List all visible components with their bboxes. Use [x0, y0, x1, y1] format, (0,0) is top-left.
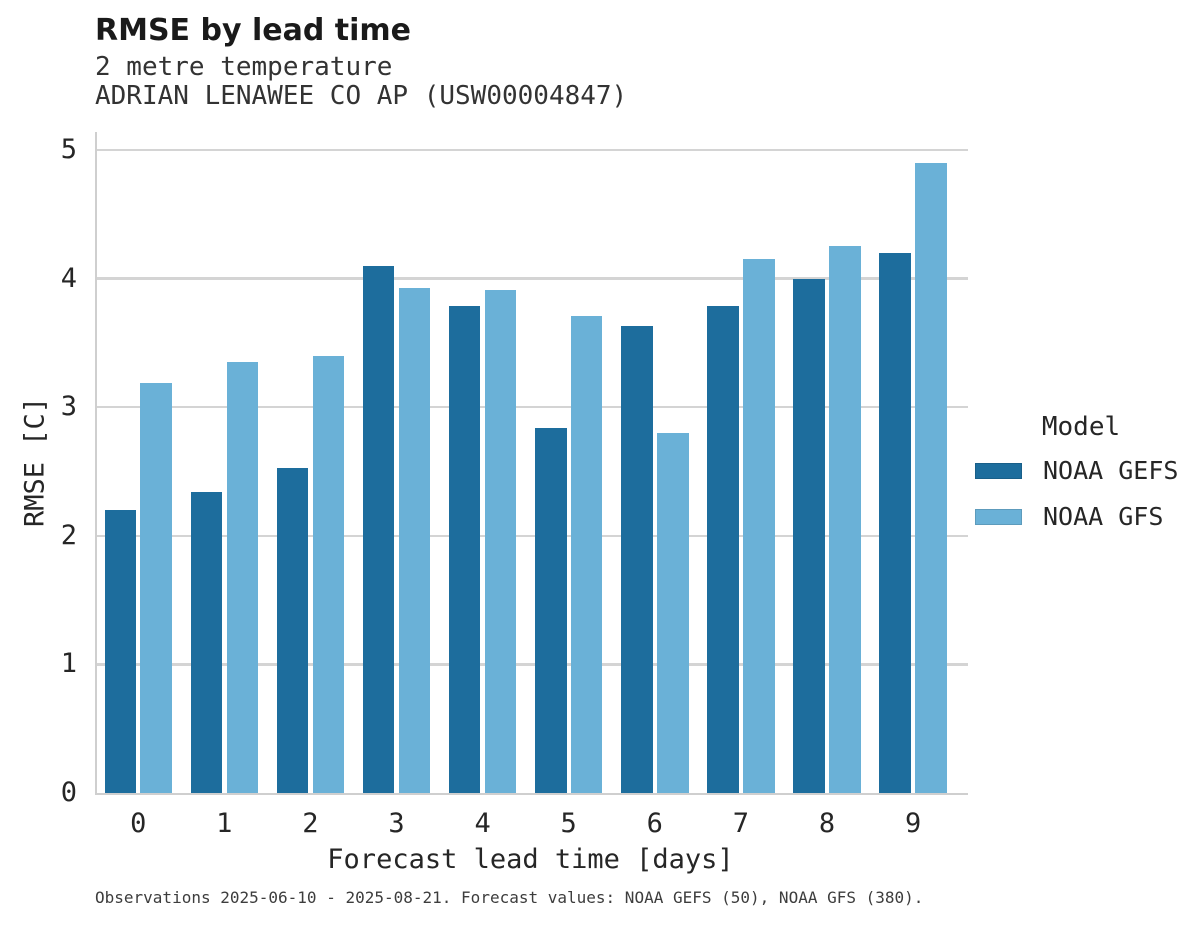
bar-noaa-gfs-lead-4 — [484, 290, 517, 793]
gridline-y-4 — [97, 277, 968, 280]
bar-noaa-gefs-lead-5 — [535, 427, 567, 793]
x-tick-label-1: 1 — [216, 808, 233, 839]
gridline-y-1 — [97, 663, 968, 666]
legend-entry-noaa-gfs: NOAA GFS — [975, 502, 1187, 531]
x-tick-label-0: 0 — [130, 808, 147, 839]
bar-noaa-gfs-lead-3 — [398, 287, 431, 793]
bar-noaa-gefs-lead-8 — [793, 278, 825, 793]
bar-noaa-gefs-lead-7 — [707, 305, 739, 793]
legend-entry-label: NOAA GEFS — [1043, 456, 1179, 485]
bar-noaa-gefs-lead-4 — [448, 305, 481, 793]
bar-noaa-gfs-lead-5 — [570, 315, 603, 793]
bar-noaa-gfs-lead-0 — [140, 382, 172, 793]
y-tick-label-3: 3 — [60, 391, 77, 423]
x-tick-label-4: 4 — [474, 808, 491, 839]
y-tick-label-5: 5 — [60, 134, 77, 165]
x-tick-label-2: 2 — [302, 808, 319, 839]
bar-noaa-gefs-lead-9 — [879, 252, 911, 793]
bar-noaa-gfs-lead-9 — [915, 162, 947, 793]
legend-swatch-icon — [975, 462, 1022, 479]
bar-noaa-gfs-lead-7 — [743, 259, 775, 793]
bar-noaa-gfs-lead-1 — [226, 362, 258, 793]
bar-noaa-gfs-lead-6 — [657, 432, 689, 793]
x-tick-label-7: 7 — [732, 808, 750, 839]
gridline-y-5 — [97, 148, 968, 152]
gridline-y-2 — [97, 534, 968, 537]
chart-header: RMSE by lead time 2 metre temperature AD… — [95, 14, 627, 111]
x-tick-label-3: 3 — [388, 808, 405, 839]
x-tick-label-5: 5 — [560, 808, 577, 839]
legend-entries: NOAA GEFS NOAA GFS — [975, 456, 1187, 531]
y-tick-label-4: 4 — [60, 262, 77, 294]
bar-noaa-gfs-lead-2 — [312, 355, 345, 793]
footnote: Observations 2025-06-10 - 2025-08-21. Fo… — [95, 888, 924, 907]
bar-noaa-gfs-lead-8 — [829, 246, 861, 793]
x-axis-label: Forecast lead time [days] — [327, 844, 734, 875]
gridline-y-3 — [97, 405, 968, 409]
chart-subtitle: 2 metre temperature — [95, 52, 393, 82]
y-tick-label-0: 0 — [60, 777, 77, 808]
legend-entry-label: NOAA GFS — [1043, 502, 1164, 531]
y-tick-label-2: 2 — [60, 519, 77, 551]
bar-noaa-gefs-lead-6 — [621, 326, 653, 793]
chart-station: ADRIAN LENAWEE CO AP (USW00004847) — [95, 81, 628, 111]
chart-title: RMSE by lead time — [95, 13, 411, 48]
x-tick-label-9: 9 — [904, 808, 922, 839]
y-tick-label-1: 1 — [60, 648, 77, 680]
bar-noaa-gefs-lead-0 — [104, 510, 136, 793]
x-tick-label-6: 6 — [646, 808, 663, 839]
x-tick-label-8: 8 — [818, 808, 836, 839]
bar-noaa-gefs-lead-1 — [190, 492, 223, 793]
bar-noaa-gefs-lead-3 — [362, 265, 395, 793]
legend: Model NOAA GEFS NOAA GFS — [975, 412, 1187, 548]
legend-swatch-icon — [975, 508, 1022, 525]
legend-entry-noaa-gefs: NOAA GEFS — [975, 456, 1187, 485]
legend-title: Model — [1041, 412, 1121, 442]
bar-noaa-gefs-lead-2 — [276, 467, 309, 793]
plot-area: 0 1 2 3 4 5 0 1 2 3 4 5 6 7 8 9 — [61, 132, 968, 839]
